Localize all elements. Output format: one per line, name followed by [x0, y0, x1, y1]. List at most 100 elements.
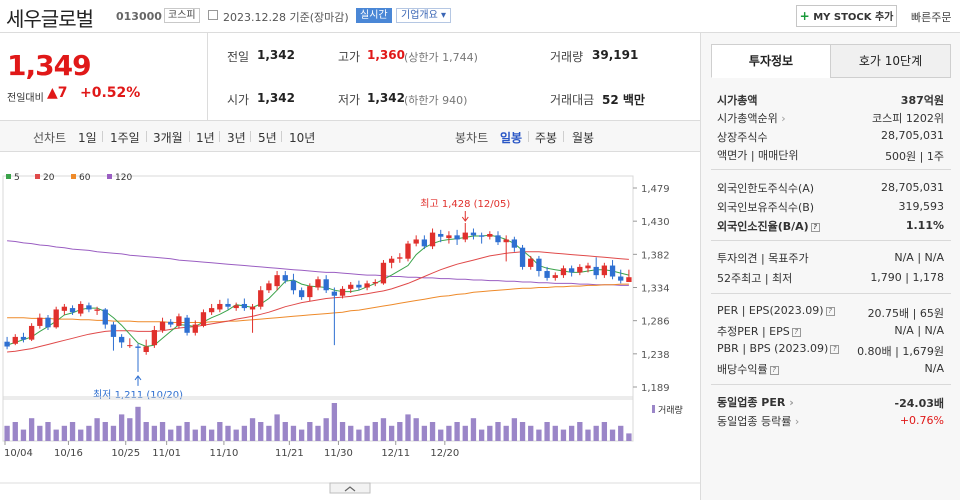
tab-line-chart[interactable]: 선차트: [33, 131, 67, 145]
volume-bar: [478, 429, 485, 441]
x-tick-label: 10/04: [4, 448, 33, 459]
x-tick-label: 11/21: [275, 448, 304, 459]
chevron-right-icon: ›: [789, 396, 794, 409]
foreign-limit-value: 28,705,031: [881, 181, 944, 194]
candle-body: [118, 336, 125, 343]
candle-body: [405, 243, 411, 259]
volume-bar: [323, 418, 329, 441]
tab-10year[interactable]: 10년: [289, 131, 316, 145]
candle-body: [593, 266, 599, 276]
tab-candle-chart[interactable]: 봉차트: [455, 131, 489, 145]
chevron-down-icon: ▾: [441, 10, 447, 21]
tab-1year[interactable]: 1년: [196, 131, 215, 145]
help-icon[interactable]: ?: [769, 365, 779, 375]
candle-body: [241, 303, 248, 309]
market-cap-label: 시가총액: [717, 94, 758, 107]
tab-weekly[interactable]: 주봉: [535, 131, 558, 145]
candle-body: [536, 258, 542, 272]
amount-value: 52 백만: [602, 93, 645, 107]
par-label: 액면가 | 매매단위: [717, 149, 799, 162]
volume-bar: [118, 414, 125, 441]
candle-body: [438, 233, 444, 237]
help-icon[interactable]: ?: [810, 222, 820, 232]
help-icon[interactable]: ?: [830, 344, 840, 354]
tab-3month[interactable]: 3개월: [153, 131, 183, 145]
volume-bar: [151, 425, 158, 441]
volume-bar: [37, 425, 43, 441]
my-stock-add-button[interactable]: + MY STOCK 추가: [796, 5, 897, 27]
volume-bar: [585, 429, 591, 441]
volume-bar: [78, 429, 84, 441]
upper-limit: (상한가 1,744): [404, 51, 478, 64]
volume-bar: [61, 425, 68, 441]
candle-body: [151, 330, 158, 346]
pbr-value: 0.80배 | 1,679원: [857, 345, 944, 358]
volume-bar: [20, 429, 27, 441]
candle-body: [127, 345, 133, 347]
quick-order-link[interactable]: 빠른주문: [911, 11, 952, 24]
candle-body: [143, 346, 149, 353]
volume-bar: [446, 425, 452, 441]
volume-bar: [307, 422, 313, 441]
candle-body: [110, 324, 117, 337]
high-value: 1,360: [367, 48, 405, 62]
candlestick-chart[interactable]: 1,479 1,430 1,382 1,334 1,286 1,238 1,189 5 20 60…: [0, 152, 700, 500]
w52-value: 1,790 | 1,178: [870, 271, 944, 284]
tab-hoga-10[interactable]: 호가 10단계: [830, 44, 951, 78]
open-label: 시가: [227, 93, 250, 107]
candle-body: [544, 271, 550, 278]
volume-bar: [429, 422, 436, 441]
help-icon[interactable]: ?: [825, 306, 835, 316]
tab-daily[interactable]: 일봉: [500, 131, 523, 145]
volume-bar: [290, 425, 297, 441]
pbr-label: PBR | BPS (2023.09)?: [717, 342, 840, 355]
chart-scroll-handle[interactable]: [329, 482, 371, 494]
candle-body: [462, 232, 468, 240]
realtime-button[interactable]: 실시간: [356, 8, 392, 23]
corp-info-dropdown[interactable]: 기업개요 ▾: [396, 8, 452, 23]
candle-body: [20, 336, 27, 340]
volume-bar: [536, 429, 542, 441]
candle-body: [478, 235, 485, 237]
candle-body: [307, 286, 313, 298]
volume-bar: [397, 422, 403, 441]
volume-bar: [470, 418, 477, 441]
volume-bar: [372, 422, 378, 441]
foreign-ratio-value: 1.11%: [905, 219, 944, 232]
candle-body: [282, 275, 288, 281]
volume-bar: [200, 425, 207, 441]
prev-label: 전일: [227, 50, 250, 64]
tab-investment-info[interactable]: 투자정보: [711, 44, 831, 78]
candle-body: [45, 317, 51, 328]
low-label: 저가: [338, 93, 361, 107]
candle-body: [61, 306, 68, 311]
tab-1day[interactable]: 1일: [78, 131, 97, 145]
cap-rank-label: 시가총액순위 ›: [717, 112, 786, 125]
tab-3year[interactable]: 3년: [227, 131, 246, 145]
volume-bar: [266, 425, 272, 441]
volume-bar: [192, 429, 198, 441]
candle-body: [388, 258, 395, 263]
volume-bar: [258, 422, 264, 441]
sector-per-value: -24.03배: [894, 397, 944, 410]
help-icon[interactable]: ?: [791, 327, 801, 337]
chevron-right-icon: ›: [781, 112, 786, 125]
candle-body: [626, 277, 632, 283]
ma-legend-label: 120: [115, 173, 132, 183]
tab-monthly[interactable]: 월봉: [572, 131, 595, 145]
candle-body: [200, 312, 207, 326]
calendar-icon: [208, 10, 218, 20]
tab-1week[interactable]: 1주일: [110, 131, 140, 145]
volume-bar: [339, 422, 346, 441]
market-badge: 코스피: [164, 8, 200, 23]
volume-bar: [495, 422, 501, 441]
tab-5year[interactable]: 5년: [258, 131, 277, 145]
volume-bar: [405, 414, 411, 441]
volume-bar: [127, 418, 133, 441]
candle-body: [225, 303, 231, 307]
volume-bar: [184, 422, 190, 441]
ma-legend-swatch: [35, 174, 40, 179]
dividend-value: N/A: [924, 362, 944, 375]
candle-body: [331, 291, 338, 296]
volume-value: 39,191: [592, 48, 639, 62]
